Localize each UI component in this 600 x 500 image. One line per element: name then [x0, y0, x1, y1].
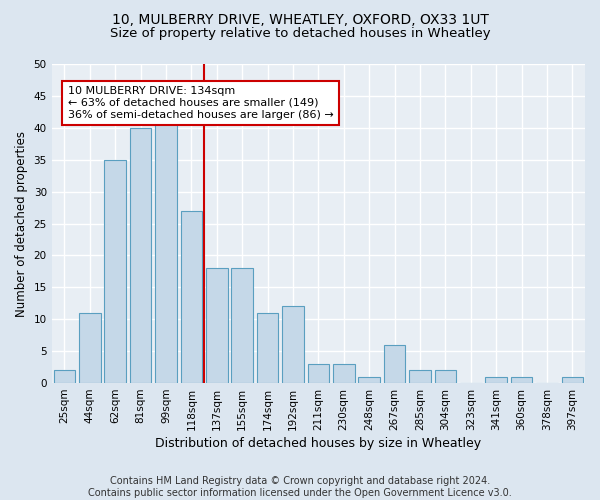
- Bar: [79, 313, 101, 383]
- Bar: [562, 376, 583, 383]
- Bar: [257, 313, 278, 383]
- Text: 10, MULBERRY DRIVE, WHEATLEY, OXFORD, OX33 1UT: 10, MULBERRY DRIVE, WHEATLEY, OXFORD, OX…: [112, 12, 488, 26]
- Bar: [130, 128, 151, 383]
- X-axis label: Distribution of detached houses by size in Wheatley: Distribution of detached houses by size …: [155, 437, 481, 450]
- Bar: [282, 306, 304, 383]
- Bar: [511, 376, 532, 383]
- Bar: [232, 268, 253, 383]
- Text: Size of property relative to detached houses in Wheatley: Size of property relative to detached ho…: [110, 28, 490, 40]
- Bar: [409, 370, 431, 383]
- Bar: [308, 364, 329, 383]
- Text: 10 MULBERRY DRIVE: 134sqm
← 63% of detached houses are smaller (149)
36% of semi: 10 MULBERRY DRIVE: 134sqm ← 63% of detac…: [68, 86, 334, 120]
- Bar: [358, 376, 380, 383]
- Y-axis label: Number of detached properties: Number of detached properties: [15, 130, 28, 316]
- Bar: [206, 268, 227, 383]
- Bar: [434, 370, 456, 383]
- Bar: [384, 345, 406, 383]
- Bar: [104, 160, 126, 383]
- Bar: [181, 211, 202, 383]
- Bar: [53, 370, 75, 383]
- Bar: [155, 115, 177, 383]
- Bar: [333, 364, 355, 383]
- Text: Contains HM Land Registry data © Crown copyright and database right 2024.
Contai: Contains HM Land Registry data © Crown c…: [88, 476, 512, 498]
- Bar: [485, 376, 507, 383]
